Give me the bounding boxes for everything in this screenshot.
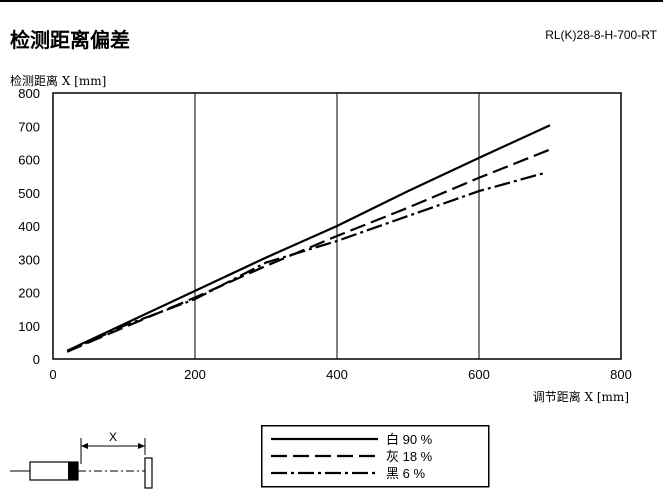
x-axis-label: 调节距离 X [mm] [532,390,629,404]
legend-label-2: 黑 6 % [386,466,425,481]
series-line-0 [66,124,551,352]
page-title: 检测距离偏差 [10,28,130,52]
y-tick-label: 500 [18,186,40,201]
y-tick-label: 700 [18,119,40,134]
dimension-label: X [109,430,117,444]
legend-frame [261,425,490,488]
y-tick-label: 300 [18,252,40,267]
y-axis-label: 检测距离 X [mm] [10,74,107,88]
y-tick-label: 400 [18,219,40,234]
x-tick-label: 400 [326,367,348,382]
sensor-diagram: X [10,430,153,489]
y-tick-label: 0 [33,352,40,367]
x-tick-label: 600 [468,367,490,382]
sensor-lens [68,462,78,480]
x-tick-label: 200 [184,367,206,382]
arrow-right-icon [138,443,145,449]
y-tick-label: 200 [18,286,40,301]
x-tick-label: 800 [610,367,632,382]
y-tick-label: 600 [18,153,40,168]
legend-label-0: 白 90 % [386,432,433,447]
plot-frame [52,92,622,360]
x-tick-label: 0 [49,367,56,382]
reflector-target [144,457,153,489]
y-tick-label: 100 [18,319,40,334]
series-line-1 [66,148,551,353]
model-number: RL(K)28-8-H-700-RT [545,28,657,42]
series-line-2 [66,172,544,353]
top-rule [0,0,663,2]
arrow-left-icon [81,443,88,449]
legend: 白 90 % 灰 18 % 黑 6 % [261,425,490,488]
legend-label-1: 灰 18 % [386,449,433,464]
